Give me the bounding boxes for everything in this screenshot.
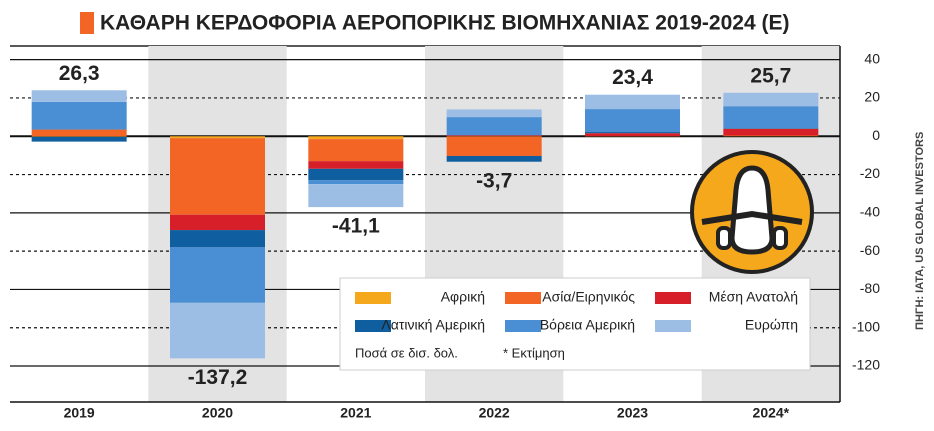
bar-segment xyxy=(31,136,127,142)
y-tick-label: -20 xyxy=(860,165,880,181)
legend-swatch xyxy=(505,320,541,332)
bar-segment xyxy=(308,180,404,185)
x-tick-label: 2023 xyxy=(617,405,648,421)
note: * Εκτίμηση xyxy=(503,345,565,360)
y-tick-label: 20 xyxy=(864,89,880,105)
bar-segment xyxy=(170,136,265,139)
y-tick-label: -120 xyxy=(852,357,880,373)
y-tick-label: 0 xyxy=(872,127,880,143)
bar-segment xyxy=(31,101,127,130)
total-label: -3,7 xyxy=(476,169,512,192)
bar-segment xyxy=(446,136,542,137)
source: ΠΗΓΗ: IATA, US GLOBAL INVESTORS xyxy=(914,132,926,330)
legend-label: Λατινική Αμερική xyxy=(381,317,485,333)
bar-segment xyxy=(723,135,819,137)
bar-segment xyxy=(31,90,127,102)
total-label: -41,1 xyxy=(332,215,380,238)
y-tick-label: -80 xyxy=(860,280,880,296)
y-tick-label: -40 xyxy=(860,204,880,220)
bar-segment xyxy=(446,135,542,137)
chart-title: ΚΑΘΑΡΗ ΚΕΡΔΟΦΟΡΙΑ ΑΕΡΟΠΟΡΙΚΗΣ ΒΙΟΜΗΧΑΝΙΑ… xyxy=(100,12,789,35)
legend-swatch xyxy=(355,320,391,332)
note: Ποσά σε δισ. δολ. xyxy=(355,345,458,360)
x-tick-label: 2021 xyxy=(340,405,371,421)
bar-segment xyxy=(308,184,404,208)
title-icon xyxy=(80,12,94,34)
legend-box xyxy=(339,277,811,371)
bar-segment xyxy=(446,136,542,156)
bar-segment xyxy=(585,133,680,137)
legend-swatch xyxy=(355,292,391,304)
legend-swatch xyxy=(655,320,691,332)
bar-segment xyxy=(446,109,542,118)
bar-segment xyxy=(723,128,819,136)
y-tick-label: 40 xyxy=(864,50,880,66)
legend-label: Βόρεια Αμερική xyxy=(540,317,635,333)
legend-label: Αφρική xyxy=(441,289,485,305)
bar-segment xyxy=(723,92,819,107)
bar-segment xyxy=(170,247,265,303)
legend: Αφρική Ασία/Ειρηνικός Μέση Ανατολή Λατινική… xyxy=(339,277,811,371)
plot: 40 20 0 -20 -40 -60 -80 -100 -120 2019 26,3 2020 -13… xyxy=(10,46,880,421)
plane-icon xyxy=(690,150,814,274)
total-label: 23,4 xyxy=(612,66,653,89)
bar-segment xyxy=(446,155,542,162)
bar-segment xyxy=(723,128,819,129)
bar-segment xyxy=(585,109,680,133)
x-tick-label: 2022 xyxy=(479,405,510,421)
bar-segment xyxy=(585,94,680,110)
legend-label: Μέση Ανατολή xyxy=(709,289,798,305)
legend-label: Ευρώπη xyxy=(745,317,798,333)
bar-segment xyxy=(31,136,127,137)
total-label: 26,3 xyxy=(59,62,100,85)
total-label: 25,7 xyxy=(750,64,791,87)
legend-label: Ασία/Ειρηνικός xyxy=(542,289,635,305)
x-tick-label: 2019 xyxy=(64,405,95,421)
bar-segment xyxy=(308,161,404,169)
legend-swatch xyxy=(505,292,541,304)
y-tick-label: -60 xyxy=(860,242,880,258)
bar-segment xyxy=(308,168,404,181)
legend-swatch xyxy=(655,292,691,304)
y-tick-label: -100 xyxy=(852,318,880,334)
bar-segment xyxy=(308,136,404,140)
bar-segment xyxy=(170,230,265,248)
bar-segment xyxy=(170,214,265,231)
bar-segment xyxy=(170,138,265,215)
x-tick-label: 2020 xyxy=(202,405,233,421)
total-label: -137,2 xyxy=(188,366,248,389)
bar-segment xyxy=(446,117,542,136)
x-tick-label: 2024* xyxy=(753,405,790,421)
bar-segment xyxy=(585,132,680,134)
bar-segment xyxy=(723,106,819,129)
bar-segment xyxy=(308,139,404,162)
bar-segment xyxy=(170,302,265,359)
bar-segment xyxy=(31,129,127,137)
